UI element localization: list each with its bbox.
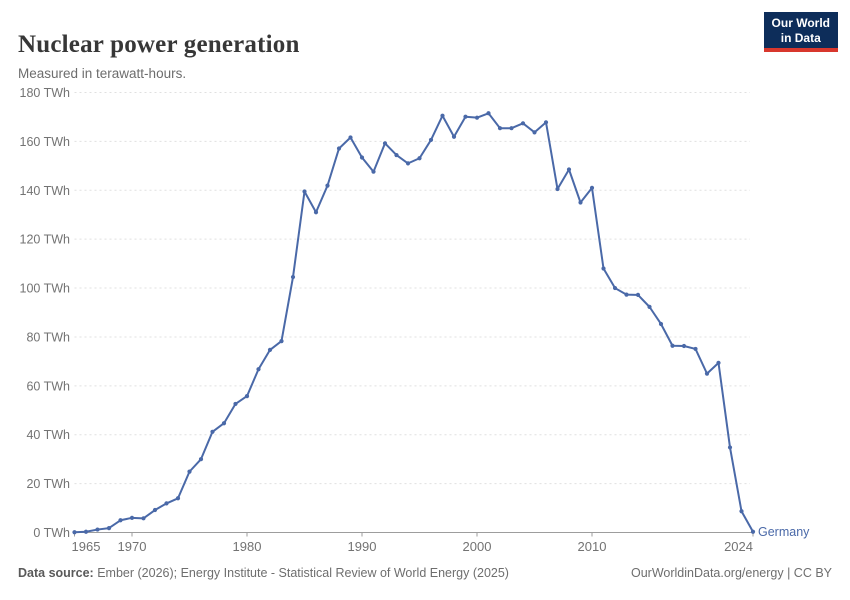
data-point[interactable] (601, 266, 606, 271)
data-point[interactable] (394, 152, 399, 158)
data-point[interactable] (681, 343, 687, 349)
data-point[interactable] (244, 394, 250, 399)
data-point[interactable] (313, 210, 319, 215)
x-axis-tick-label: 1965 (72, 539, 101, 554)
data-point[interactable] (164, 501, 169, 506)
data-point[interactable] (532, 130, 537, 135)
data-point[interactable] (348, 135, 353, 140)
data-source-text: Ember (2026); Energy Institute - Statist… (93, 566, 509, 580)
owid-logo-line2: in Data (780, 30, 821, 45)
data-point[interactable] (72, 530, 77, 535)
y-axis-tick-label: 60 TWh (26, 379, 70, 393)
data-source-label: Data source: (18, 566, 94, 580)
owid-credit-link[interactable]: OurWorldinData.org/energy | CC BY (630, 566, 832, 580)
data-point[interactable] (739, 509, 744, 514)
data-point[interactable] (463, 114, 468, 119)
data-point[interactable] (451, 134, 457, 139)
data-point[interactable] (474, 115, 480, 120)
data-point[interactable] (750, 529, 756, 534)
y-axis-tick-label: 140 TWh (20, 184, 71, 198)
data-point[interactable] (670, 343, 675, 348)
x-axis-tick-label: 2024 (724, 539, 753, 554)
data-point[interactable] (118, 518, 123, 523)
data-point[interactable] (440, 113, 445, 118)
data-point[interactable] (543, 120, 549, 125)
chart-title: Nuclear power generation (18, 30, 300, 58)
data-point[interactable] (175, 496, 181, 501)
data-point[interactable] (141, 516, 146, 521)
x-axis-tick-label: 1970 (118, 539, 147, 554)
data-point[interactable] (658, 321, 664, 327)
data-point[interactable] (578, 200, 583, 205)
data-point[interactable] (152, 507, 158, 513)
data-point[interactable] (520, 121, 526, 126)
data-point[interactable] (704, 371, 710, 376)
data-point[interactable] (290, 274, 296, 280)
data-point[interactable] (129, 515, 135, 520)
data-point[interactable] (302, 189, 307, 194)
data-point[interactable] (727, 445, 733, 450)
data-point[interactable] (336, 146, 342, 151)
y-axis-tick-label: 100 TWh (20, 282, 71, 296)
data-point[interactable] (256, 367, 261, 372)
x-axis-tick-label: 1980 (233, 539, 262, 554)
data-point[interactable] (417, 156, 422, 161)
data-point[interactable] (693, 346, 698, 352)
entity-label-germany[interactable]: Germany (758, 525, 810, 539)
y-axis-tick-label: 20 TWh (26, 477, 70, 491)
data-point[interactable] (95, 527, 100, 532)
data-point[interactable] (566, 167, 572, 172)
data-point[interactable] (106, 526, 112, 531)
data-point[interactable] (382, 141, 388, 146)
data-source-line: Data source: Ember (2026); Energy Instit… (18, 566, 509, 580)
owid-logo-line1: Our World (771, 16, 830, 30)
owid-logo[interactable]: Our World in Data (763, 12, 838, 52)
data-point[interactable] (198, 457, 204, 462)
y-axis-tick-label: 120 TWh (20, 233, 71, 247)
data-point[interactable] (210, 429, 215, 434)
data-point[interactable] (371, 169, 376, 174)
chart-subtitle: Measured in terawatt-hours. (18, 65, 187, 81)
x-axis-tick-label: 1990 (348, 539, 377, 554)
data-point[interactable] (486, 111, 491, 116)
data-point[interactable] (647, 304, 652, 309)
data-point[interactable] (589, 185, 595, 190)
chart-footer: Data source: Ember (2026); Energy Instit… (0, 566, 850, 580)
data-point[interactable] (635, 292, 641, 297)
y-axis-tick-label: 40 TWh (26, 428, 70, 442)
data-point[interactable] (83, 529, 89, 534)
y-axis-tick-label: 180 TWh (20, 86, 71, 100)
data-point[interactable] (555, 186, 560, 192)
data-point[interactable] (624, 292, 629, 297)
data-point[interactable] (359, 155, 365, 160)
series-line-germany[interactable] (73, 112, 754, 534)
x-axis-tick-label: 2010 (578, 539, 607, 554)
data-point[interactable] (509, 126, 514, 131)
data-point[interactable] (612, 285, 618, 291)
data-point[interactable] (497, 126, 503, 131)
data-point[interactable] (233, 401, 238, 407)
data-point[interactable] (405, 161, 411, 166)
x-axis-tick-label: 2000 (463, 539, 492, 554)
data-point[interactable] (428, 137, 434, 143)
data-point[interactable] (716, 360, 721, 365)
data-point[interactable] (279, 339, 284, 344)
y-axis-tick-label: 0 TWh (33, 526, 70, 540)
data-point[interactable] (325, 183, 330, 188)
data-point[interactable] (221, 421, 227, 426)
data-point[interactable] (187, 469, 192, 474)
y-axis-tick-label: 80 TWh (26, 330, 70, 344)
y-axis-tick-label: 160 TWh (20, 135, 71, 149)
data-point[interactable] (267, 347, 273, 352)
